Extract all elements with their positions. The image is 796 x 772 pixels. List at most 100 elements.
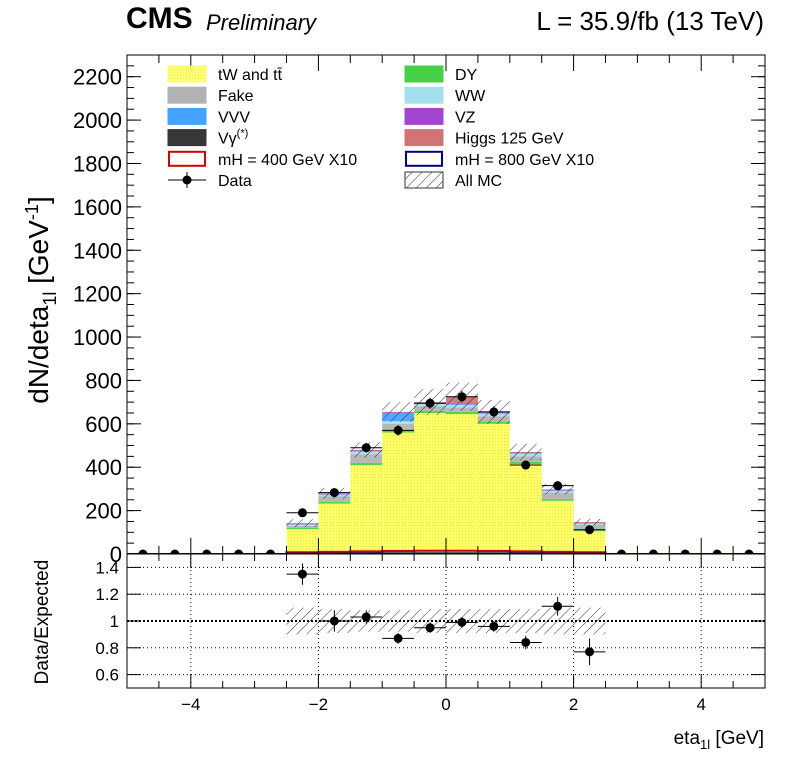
y-tick-label: 400 [85,455,122,480]
legend-label-vz: VZ [455,109,476,126]
data-point [329,488,339,498]
legend-label-top_tw: tW and tt̄ [218,67,283,84]
bar-top_tw [573,531,606,554]
legend: tW and tt̄ Fake VVV Vγ(*) mH = 400 GeV X10 Da… [167,65,594,190]
luminosity-label: L = 35.9/fb (13 TeV) [536,6,764,36]
x-tick-label: 2 [569,695,578,714]
cms-label: CMS [126,2,193,35]
bar-top_tw [414,412,446,554]
legend-swatch-dy [404,65,444,83]
bar-fake [541,492,574,500]
legend-swatch-ww [404,86,444,104]
y-tick-label: 2200 [73,65,122,90]
legend-label-vgamma: Vγ(*) [218,128,248,148]
data-point [393,425,403,435]
ratio-point [393,633,403,643]
bar-dy [541,499,574,501]
legend-swatch-data [182,175,192,185]
data-point [425,398,435,408]
bar-top_tw [286,529,319,554]
ratio-point [553,601,563,611]
mc-uncertainty-band [509,443,542,461]
legend-swatch-higgs [404,129,444,147]
y-tick-label: 1800 [73,151,122,176]
bar-dy [318,501,351,504]
mc-uncertainty-band [382,402,415,422]
legend-label-dy: DY [455,67,478,84]
main-plot: 0 200 400 600 800 1000 1200 1400 1600 1800 2000 220… [73,54,766,567]
legend-swatch-vvv [167,107,207,125]
x-tick-label: 0 [441,695,450,714]
legend-swatch-mh800 [405,150,443,167]
legend-label-allmc: All MC [455,173,502,190]
data-point [457,392,467,402]
ratio-y-tick-label: 0.6 [95,666,119,685]
y-tick-label: 2000 [73,108,122,133]
data-point [361,443,371,453]
ratio-plot: 0.6 0.8 1 1.2 1.4 −4 −2 0 2 4 [95,553,766,714]
ratio-uncertainty-band [509,608,542,634]
data-point [585,525,595,535]
legend-label-higgs: Higgs 125 GeV [455,131,564,148]
ratio-point [457,617,467,627]
bar-dy [446,411,478,415]
legend-label-fake: Fake [218,88,254,105]
bar-top_tw [541,500,574,554]
ratio-y-tick-label: 1.4 [95,558,119,577]
ratio-uncertainty-band [286,607,319,635]
x-tick-label: 4 [696,695,705,714]
ratio-point [297,569,307,579]
ratio-uncertainty-band [573,607,606,635]
mc-uncertainty-band [573,518,606,526]
bar-fake [350,454,383,463]
bar-dy [286,527,319,530]
x-tick-label: −2 [309,695,328,714]
y-tick-label: 0 [110,542,122,567]
legend-label-data: Data [218,173,252,190]
data-point [553,481,563,491]
bar-top_tw [477,423,510,554]
x-tick-label: −4 [181,695,200,714]
ratio-uncertainty-band [382,610,415,632]
legend-label-ww: WW [455,88,486,105]
main-y-axis-title: dN/deta1l [GeV-1] [22,196,60,403]
ratio-point [521,637,531,647]
y-tick-label: 200 [85,499,122,524]
legend-label-mh400: mH = 400 GeV X10 [218,152,357,169]
mc-uncertainty-band [286,519,319,528]
x-axis-title: eta1l [GeV] [674,728,764,752]
bar-top_tw [318,503,351,554]
preliminary-label: Preliminary [206,10,318,35]
bar-top_tw [350,465,383,554]
ratio-y-tick-label: 1 [110,612,119,631]
legend-label-vvv: VVV [218,109,250,126]
legend-swatch-vz [404,107,444,125]
data-point [297,508,307,518]
bar-top_tw [382,432,415,554]
ratio-point [361,612,371,622]
legend-label-mh800: mH = 800 GeV X10 [455,152,594,169]
ratio-point [425,623,435,633]
ratio-point [585,647,595,657]
data-point [521,460,531,470]
ratio-point [329,616,339,626]
y-tick-label: 600 [85,412,122,437]
ratio-y-tick-label: 0.8 [95,639,119,658]
bar-ww [382,421,415,424]
bar-dy [350,462,383,466]
y-tick-label: 800 [85,368,122,393]
legend-swatch-fake [167,86,207,104]
legend-swatch-top_tw [167,65,207,83]
ratio-y-tick-label: 1.2 [95,585,119,604]
legend-swatch-vgamma [167,129,207,147]
bar-fake [318,496,351,502]
legend-swatch-mh400 [168,150,206,167]
y-tick-label: 1200 [73,282,122,307]
bar-top_tw [509,463,542,554]
y-tick-label: 1600 [73,195,122,220]
ratio-point [489,621,499,631]
bar-top_tw [446,414,478,554]
y-tick-label: 1400 [73,238,122,263]
data-point [489,407,499,417]
